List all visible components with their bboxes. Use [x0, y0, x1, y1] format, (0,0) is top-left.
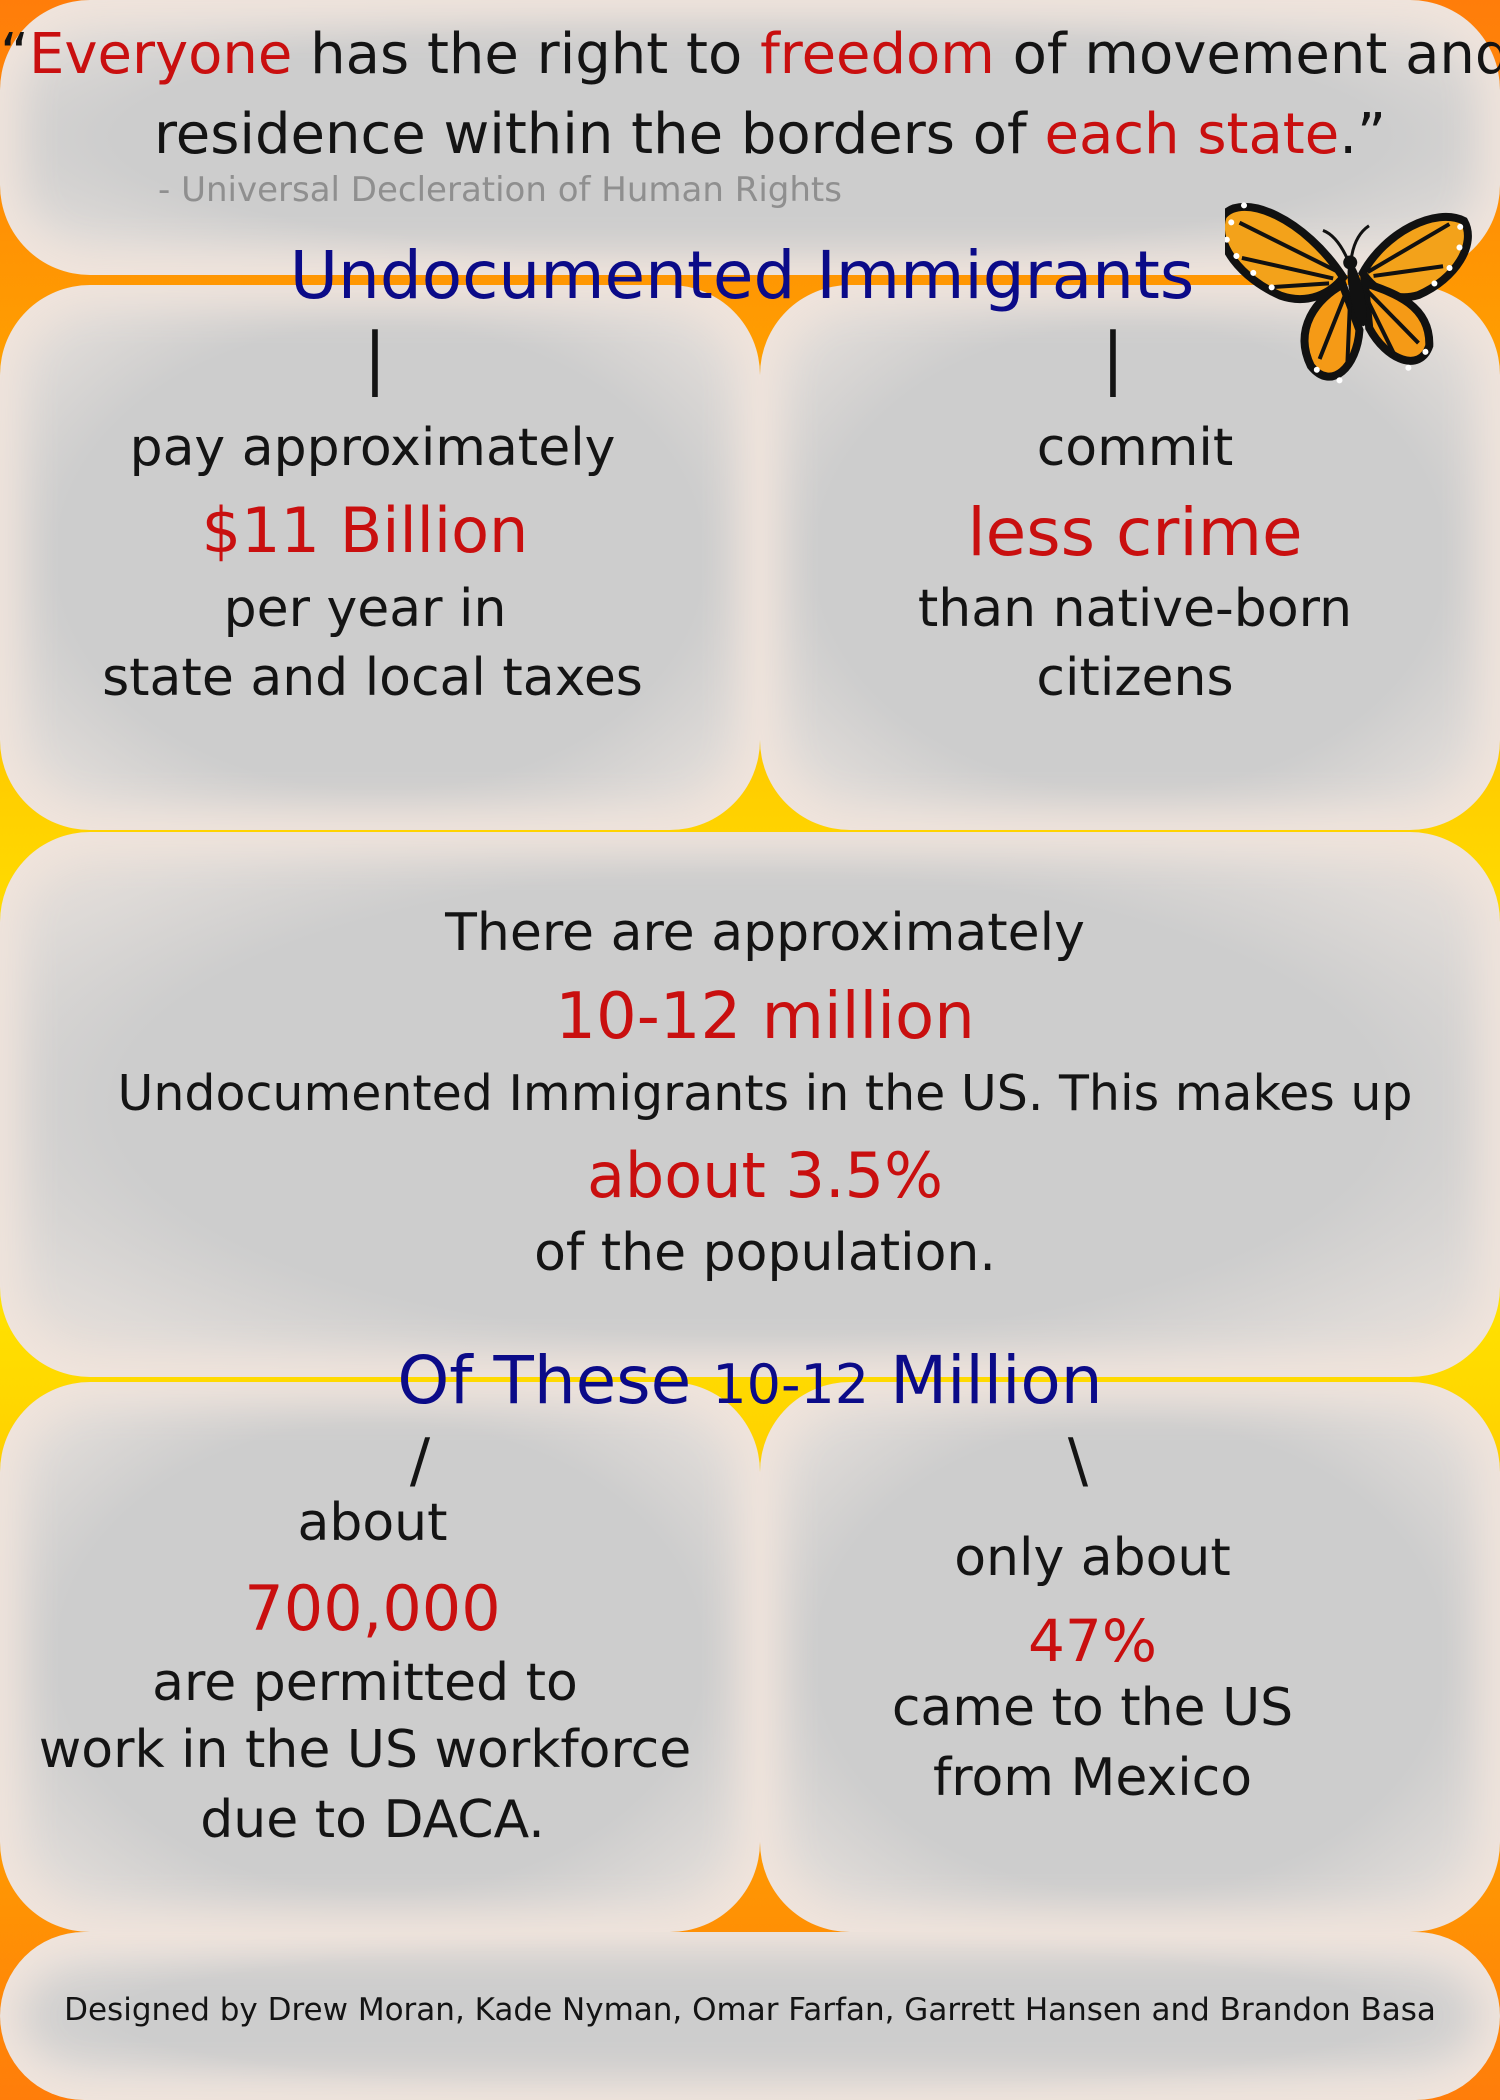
- crime-line-2: than native-born: [917, 579, 1353, 639]
- taxes-line-2: per year in: [223, 579, 507, 639]
- quote-segment-2: of movement and: [994, 22, 1500, 87]
- taxes-highlight: $11 Billion: [201, 494, 529, 567]
- section3-title-number: 10-12: [712, 1353, 870, 1416]
- section3-title-part1: Of These: [397, 1342, 713, 1419]
- section1-left-branch: |: [363, 319, 387, 398]
- open-quote: “: [0, 22, 30, 87]
- crime-line-3: citizens: [1036, 648, 1234, 708]
- population-line-2: Undocumented Immigrants in the US. This …: [117, 1065, 1413, 1122]
- quote-segment-1: has the right to: [292, 22, 761, 87]
- facts-left-panel: [0, 285, 760, 830]
- footer-panel: [0, 1932, 1500, 2100]
- daca-highlight: 700,000: [244, 1572, 501, 1645]
- quote-panel: [0, 0, 1500, 275]
- population-panel: [0, 832, 1500, 1377]
- facts-right-panel: [760, 285, 1500, 830]
- section3-title-part2: Million: [869, 1342, 1103, 1419]
- taxes-line-3: state and local taxes: [102, 648, 643, 708]
- footer-credits: Designed by Drew Moran, Kade Nyman, Omar…: [64, 1992, 1436, 2028]
- mexico-right-panel: [760, 1382, 1500, 1932]
- quote-word-freedom: freedom: [760, 22, 995, 87]
- monarch-butterfly-icon: [1225, 202, 1472, 384]
- quote-line-2: residence within the borders of each sta…: [0, 104, 1500, 166]
- section1-right-branch: |: [1101, 319, 1125, 398]
- daca-left-panel: [0, 1382, 760, 1932]
- crime-line-1: commit: [1036, 418, 1234, 478]
- population-line-1: There are approximately: [445, 903, 1085, 963]
- taxes-line-1: pay approximately: [129, 418, 616, 478]
- section3-title: Of These 10-12 Million: [0, 1342, 1500, 1419]
- crime-highlight: less crime: [967, 494, 1303, 571]
- quote-attribution: - Universal Decleration of Human Rights: [158, 170, 842, 210]
- daca-line-2: are permitted to: [152, 1653, 578, 1713]
- quote-word-everyone: Everyone: [29, 22, 293, 87]
- quote-segment-3: residence within the borders of: [153, 102, 1045, 167]
- daca-line-4: due to DACA.: [200, 1790, 545, 1850]
- population-highlight-1: 10-12 million: [555, 980, 975, 1054]
- daca-line-3: work in the US workforce: [38, 1720, 692, 1780]
- quote-word-each-state: each state: [1044, 102, 1340, 167]
- section1-title: Undocumented Immigrants: [289, 237, 1195, 314]
- mexico-highlight: 47%: [1028, 1607, 1157, 1675]
- population-highlight-2: about 3.5%: [586, 1139, 944, 1212]
- mexico-line-3: from Mexico: [932, 1748, 1253, 1808]
- section3-right-branch: \: [1067, 1426, 1089, 1496]
- quote-close: .”: [1339, 102, 1387, 167]
- population-line-3: of the population.: [534, 1223, 996, 1283]
- mexico-line-1: only about: [954, 1528, 1231, 1588]
- quote-line-1: “Everyone has the right to freedom of mo…: [0, 24, 1500, 86]
- daca-line-1: about: [297, 1493, 448, 1553]
- section3-left-branch: /: [409, 1426, 431, 1496]
- mexico-line-2: came to the US: [891, 1678, 1294, 1738]
